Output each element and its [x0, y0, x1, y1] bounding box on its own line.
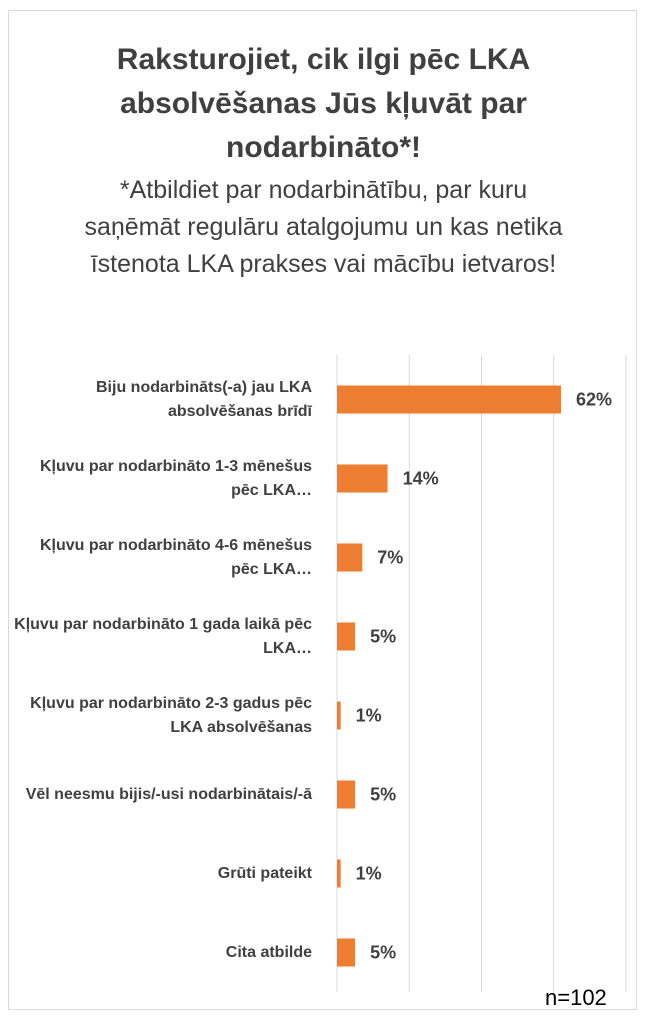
category-label: Kļuvu par nodarbināto 2-3 gadus pēc LKA …: [30, 694, 312, 736]
data-label: 5%: [370, 626, 396, 646]
category-label: Grūti pateikt: [217, 864, 312, 882]
data-label: 1%: [356, 863, 382, 883]
data-label: 14%: [403, 468, 439, 488]
category-label: Kļuvu par nodarbināto 4-6 mēnešus pēc LK…: [39, 536, 312, 578]
data-label: 5%: [370, 942, 396, 962]
chart-subtitle: *Atbildiet par nodarbinātību, par kuru s…: [84, 176, 563, 278]
bar: [337, 780, 356, 809]
data-label: 1%: [356, 705, 382, 725]
chart-title: Raksturojiet, cik ilgi pēc LKA absolvēša…: [116, 43, 531, 164]
bar: [337, 543, 363, 572]
bar: [337, 622, 356, 651]
bar: [337, 938, 356, 967]
category-label: Kļuvu par nodarbināto 1 gada laikā pēc L…: [14, 615, 312, 657]
bar: [337, 464, 388, 493]
chart-frame: [8, 10, 637, 1010]
bar: [337, 385, 561, 414]
data-label: 7%: [377, 547, 403, 567]
data-label: 62%: [576, 389, 612, 409]
data-label: 5%: [370, 784, 396, 804]
annotation: n=102: [545, 985, 607, 1010]
bar: [337, 859, 341, 888]
category-label: Biju nodarbināts(-a) jau LKA absolvēšana…: [96, 378, 312, 420]
bar: [337, 701, 341, 730]
category-label: Kļuvu par nodarbināto 1-3 mēnešus pēc LK…: [39, 457, 312, 499]
category-label: Cita atbilde: [225, 943, 312, 961]
category-label: Vēl neesmu bijis/-usi nodarbinātais/-ā: [25, 785, 312, 803]
